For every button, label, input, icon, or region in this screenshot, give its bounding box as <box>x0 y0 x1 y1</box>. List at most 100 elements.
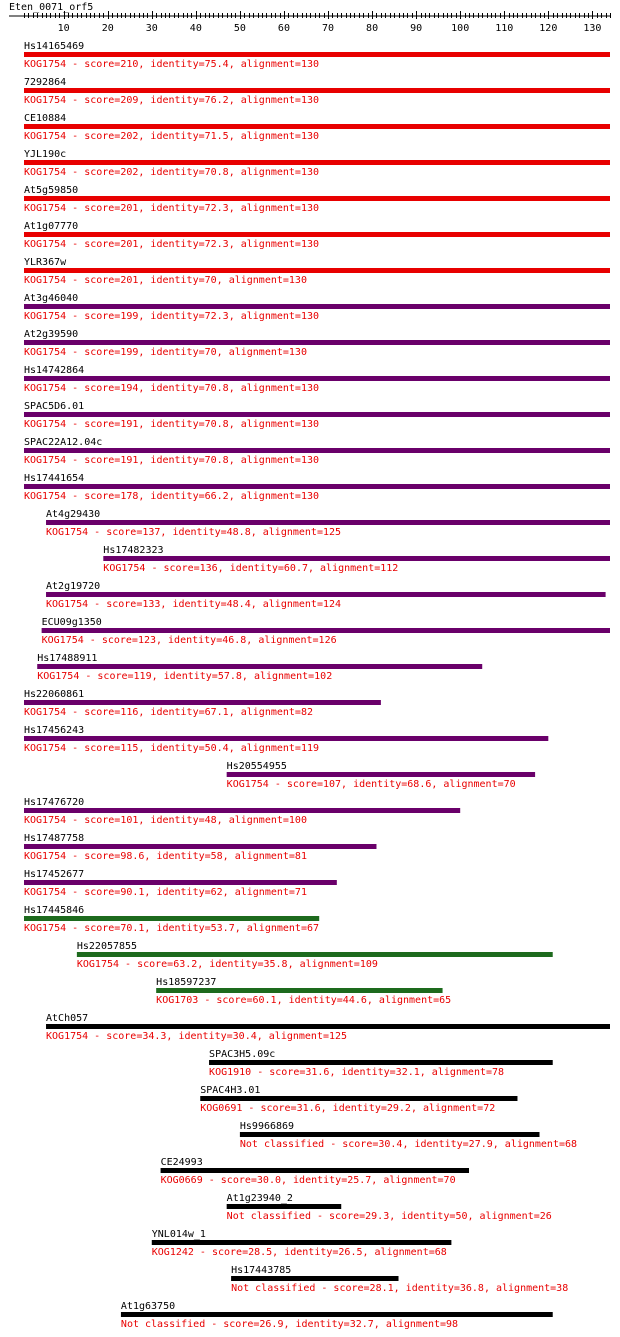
hit-alignment-bar[interactable] <box>24 808 461 813</box>
hit-row[interactable]: Hs14742864 KOG1754 - score=194, identity=… <box>24 365 610 394</box>
hit-alignment-bar[interactable] <box>24 268 610 273</box>
hit-name[interactable]: Hs17488911 <box>37 653 97 664</box>
hit-alignment-bar[interactable] <box>239 1132 540 1137</box>
hit-row[interactable]: Hs17488911 KOG1754 - score=119, identity=… <box>37 653 483 682</box>
hit-row[interactable]: YNL014w_1 KOG1242 - score=28.5, identity=… <box>151 1229 452 1258</box>
hit-alignment-bar[interactable] <box>24 700 381 705</box>
hit-row[interactable]: At2g19720 KOG1754 - score=133, identity=4… <box>46 581 606 610</box>
hit-alignment-bar[interactable] <box>160 1168 470 1173</box>
hit-alignment-bar[interactable] <box>24 304 610 309</box>
hit-name[interactable]: Hs18597237 <box>156 977 216 988</box>
hit-row[interactable]: At2g39590 KOG1754 - score=199, identity=7… <box>24 329 610 358</box>
hit-name[interactable]: Hs9966869 <box>240 1121 294 1132</box>
hit-alignment-bar[interactable] <box>24 196 610 201</box>
hit-name[interactable]: Hs17445846 <box>24 905 84 916</box>
hit-row[interactable]: At5g59850 KOG1754 - score=201, identity=7… <box>24 185 610 214</box>
hit-row[interactable]: At1g23940_2 Not classified - score=29.3, … <box>226 1193 552 1222</box>
hit-name[interactable]: SPAC3H5.09c <box>209 1049 275 1060</box>
hit-row[interactable]: YLR367w KOG1754 - score=201, identity=70,… <box>24 257 610 286</box>
hit-name[interactable]: Hs17443785 <box>231 1265 291 1276</box>
hit-alignment-bar[interactable] <box>37 664 483 669</box>
hit-name[interactable]: Hs17476720 <box>24 797 84 808</box>
hit-name[interactable]: AtCh057 <box>46 1013 88 1024</box>
hit-alignment-bar[interactable] <box>46 1024 610 1029</box>
hit-row[interactable]: Hs17445846 KOG1754 - score=70.1, identity… <box>24 905 320 934</box>
hit-name[interactable]: 7292864 <box>24 77 66 88</box>
hit-row[interactable]: Hs17441654 KOG1754 - score=178, identity=… <box>24 473 610 502</box>
hit-name[interactable]: At1g07770 <box>24 221 78 232</box>
hit-alignment-bar[interactable] <box>226 772 536 777</box>
hit-name[interactable]: At3g46040 <box>24 293 78 304</box>
hit-name[interactable]: Hs17441654 <box>24 473 84 484</box>
hit-alignment-bar[interactable] <box>41 628 610 633</box>
hit-alignment-bar[interactable] <box>103 556 610 561</box>
hit-alignment-bar[interactable] <box>24 844 377 849</box>
hit-row[interactable]: Hs17443785 Not classified - score=28.1, i… <box>231 1265 568 1294</box>
hit-alignment-bar[interactable] <box>151 1240 452 1245</box>
hit-name[interactable]: SPAC5D6.01 <box>24 401 84 412</box>
hit-name[interactable]: At2g19720 <box>46 581 100 592</box>
hit-alignment-bar[interactable] <box>120 1312 553 1317</box>
hit-alignment-bar[interactable] <box>24 412 610 417</box>
hit-row[interactable]: CE24993 KOG0669 - score=30.0, identity=25… <box>160 1157 470 1186</box>
hit-alignment-bar[interactable] <box>209 1060 553 1065</box>
hit-row[interactable]: Hs9966869 Not classified - score=30.4, id… <box>239 1121 577 1150</box>
hit-alignment-bar[interactable] <box>24 376 610 381</box>
hit-alignment-bar[interactable] <box>24 232 610 237</box>
hit-name[interactable]: Hs17482323 <box>103 545 163 556</box>
hit-row[interactable]: AtCh057 KOG1754 - score=34.3, identity=30… <box>46 1013 610 1042</box>
hit-row[interactable]: Hs17452677 KOG1754 - score=90.1, identity… <box>24 869 337 898</box>
hit-alignment-bar[interactable] <box>226 1204 342 1209</box>
hit-name[interactable]: Hs20554955 <box>227 761 287 772</box>
hit-row[interactable]: At3g46040 KOG1754 - score=199, identity=7… <box>24 293 610 322</box>
hit-row[interactable]: At4g29430 KOG1754 - score=137, identity=4… <box>46 509 610 538</box>
hit-row[interactable]: Hs18597237 KOG1703 - score=60.1, identity… <box>156 977 451 1006</box>
hit-row[interactable]: SPAC3H5.09c KOG1910 - score=31.6, identit… <box>209 1049 553 1078</box>
hit-name[interactable]: YJL190c <box>24 149 66 160</box>
hit-name[interactable]: Hs17487758 <box>24 833 84 844</box>
hit-row[interactable]: SPAC4H3.01 KOG0691 - score=31.6, identity… <box>200 1085 518 1114</box>
hit-name[interactable]: SPAC4H3.01 <box>200 1085 260 1096</box>
hit-alignment-bar[interactable] <box>24 124 610 129</box>
hit-alignment-bar[interactable] <box>46 520 610 525</box>
hit-name[interactable]: CE10884 <box>24 113 66 124</box>
hit-name[interactable]: Hs22057855 <box>77 941 137 952</box>
hit-row[interactable]: SPAC5D6.01 KOG1754 - score=191, identity=… <box>24 401 610 430</box>
hit-alignment-bar[interactable] <box>231 1276 399 1281</box>
hit-row[interactable]: CE10884 KOG1754 - score=202, identity=71.… <box>24 113 610 142</box>
hit-row[interactable]: At1g07770 KOG1754 - score=201, identity=7… <box>24 221 610 250</box>
hit-alignment-bar[interactable] <box>24 88 610 93</box>
hit-name[interactable]: SPAC22A12.04c <box>24 437 102 448</box>
hit-row[interactable]: At1g63750 Not classified - score=26.9, id… <box>120 1301 553 1330</box>
hit-alignment-bar[interactable] <box>24 880 337 885</box>
hit-row[interactable]: Hs20554955 KOG1754 - score=107, identity=… <box>226 761 536 790</box>
hit-name[interactable]: At4g29430 <box>46 509 100 520</box>
hit-alignment-bar[interactable] <box>156 988 443 993</box>
hit-row[interactable]: 7292864 KOG1754 - score=209, identity=76.… <box>24 77 610 106</box>
hit-alignment-bar[interactable] <box>24 52 610 57</box>
hit-name[interactable]: Hs17452677 <box>24 869 84 880</box>
hit-name[interactable]: At5g59850 <box>24 185 78 196</box>
hit-alignment-bar[interactable] <box>76 952 553 957</box>
hit-name[interactable]: YNL014w_1 <box>152 1229 206 1240</box>
hit-row[interactable]: Hs17487758 KOG1754 - score=98.6, identity… <box>24 833 377 862</box>
hit-name[interactable]: CE24993 <box>161 1157 203 1168</box>
hit-row[interactable]: ECU09g1350 KOG1754 - score=123, identity=… <box>41 617 610 646</box>
hit-alignment-bar[interactable] <box>24 484 610 489</box>
hit-name[interactable]: YLR367w <box>24 257 67 268</box>
hit-alignment-bar[interactable] <box>24 448 610 453</box>
hit-alignment-bar[interactable] <box>46 592 606 597</box>
hit-row[interactable]: Hs22060861 KOG1754 - score=116, identity=… <box>24 689 381 718</box>
hit-alignment-bar[interactable] <box>24 736 549 741</box>
hit-name[interactable]: ECU09g1350 <box>42 617 102 628</box>
hit-name[interactable]: Hs17456243 <box>24 725 84 736</box>
hit-row[interactable]: Hs17456243 KOG1754 - score=115, identity=… <box>24 725 549 754</box>
hit-alignment-bar[interactable] <box>24 160 610 165</box>
hit-name[interactable]: At1g63750 <box>121 1301 175 1312</box>
hit-row[interactable]: Hs22057855 KOG1754 - score=63.2, identity… <box>76 941 553 970</box>
hit-name[interactable]: At2g39590 <box>24 329 78 340</box>
hit-row[interactable]: Hs17476720 KOG1754 - score=101, identity=… <box>24 797 461 826</box>
hit-alignment-bar[interactable] <box>200 1096 518 1101</box>
hit-name[interactable]: Hs22060861 <box>24 689 84 700</box>
hit-row[interactable]: SPAC22A12.04c KOG1754 - score=191, identi… <box>24 437 610 466</box>
